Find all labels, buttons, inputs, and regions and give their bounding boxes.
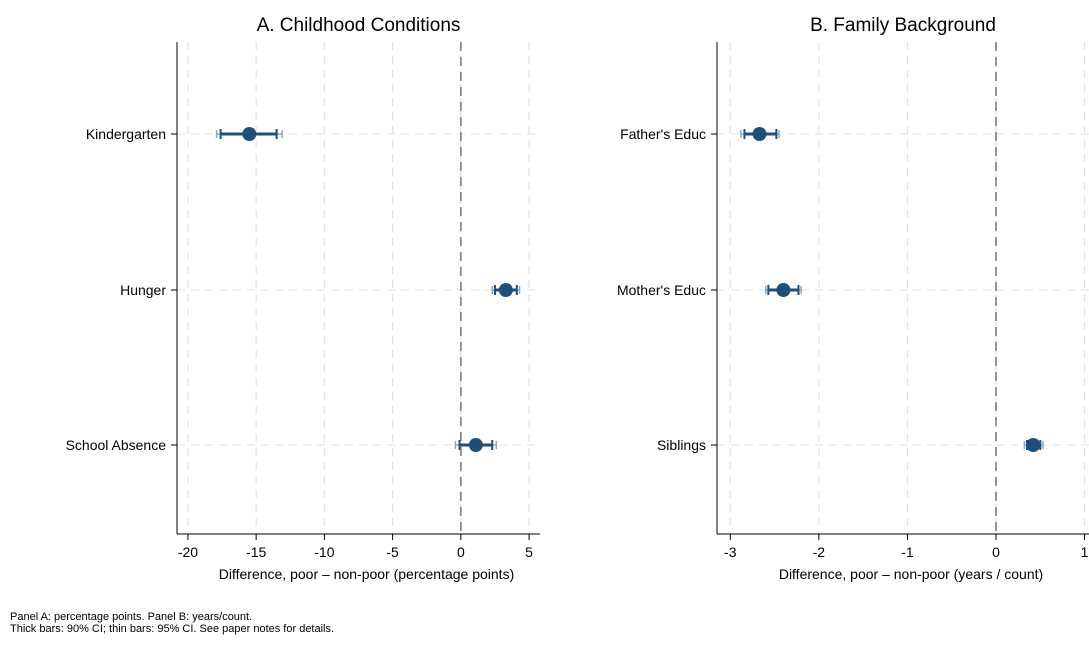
panel-a-x-tick-label: -5 [386, 544, 399, 560]
panel-a-x-tick-label: 5 [525, 544, 533, 560]
panel-a-point-estimate [498, 283, 513, 297]
panel-b-point-estimate [776, 283, 791, 297]
note-line-1: Panel A: percentage points. Panel B: yea… [10, 611, 253, 623]
panel-a-title: A. Childhood Conditions [257, 15, 461, 36]
panel-b-x-axis-title: Difference, poor – non-poor (years / cou… [779, 566, 1043, 582]
panel-a-point-estimate [242, 127, 257, 141]
panel-b-x-tick-label: 1 [1081, 544, 1089, 560]
panel-b-x-tick-label: -1 [901, 544, 914, 560]
panel-b: B. Family Background -3 -2 -1 0 1 Difference, … [617, 15, 1089, 582]
panel-b-category-label: Father's Educ [620, 126, 706, 142]
panel-a-x-tick-label: -20 [178, 544, 198, 560]
panel-b-point-estimate [1026, 438, 1041, 452]
panel-a-point-estimate [468, 438, 483, 452]
panel-b-title: B. Family Background [810, 15, 996, 36]
panel-a-x-tick-label: 0 [457, 544, 465, 560]
panel-a-category-label: Kindergarten [86, 126, 166, 142]
panel-b-x-tick-label: -2 [813, 544, 826, 560]
note-line-2: Thick bars: 90% CI; thin bars: 95% CI. S… [10, 623, 335, 635]
panel-b-x-tick-label: 0 [992, 544, 1000, 560]
panel-a-x-axis-title: Difference, poor – non-poor (percentage … [219, 566, 514, 582]
panel-a-category-label: Hunger [120, 282, 166, 298]
panel-b-point-estimate [752, 127, 767, 141]
panel-b-category-label: Siblings [657, 437, 706, 453]
panel-a-x-tick-label: -10 [314, 544, 334, 560]
panel-a-x-tick-label: -15 [246, 544, 266, 560]
panel-a: A. Childhood Conditions -20 -15 -10 -5 0 5 Diff… [66, 15, 540, 582]
panel-a-category-label: School Absence [66, 437, 167, 453]
panel-b-category-label: Mother's Educ [617, 282, 706, 298]
panel-b-x-tick-label: -3 [724, 544, 737, 560]
